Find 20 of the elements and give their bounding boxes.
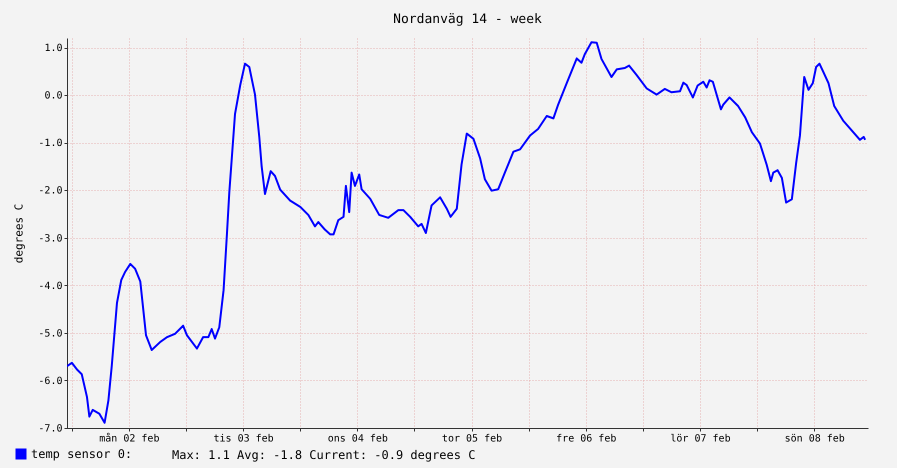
y-tick-label: -7.0 (38, 424, 62, 434)
legend-label: temp sensor 0: (31, 447, 132, 461)
x-tick-label: fre 06 feb (556, 434, 616, 444)
y-tick-label: -1.0 (38, 138, 62, 150)
x-tick-label: tor 05 feb (442, 434, 502, 444)
y-tick-label: -4.0 (38, 280, 62, 292)
y-tick-label: -6.0 (38, 376, 62, 387)
y-tick-label: -3.0 (38, 233, 62, 244)
y-tick-label: -5.0 (38, 328, 62, 340)
x-tick-label: sön 08 feb (784, 434, 845, 444)
text: Max: 1.1 Avg: -1.8 Current: -0.9 degrees C (172, 448, 476, 462)
x-tick-label: lör 07 feb (670, 434, 731, 444)
y-tick-label: -2.0 (38, 186, 62, 197)
chart-title: Nordanväg 14 - week (393, 12, 542, 27)
y-tick-label: 1.0 (44, 43, 62, 54)
x-tick-label: ons 04 feb (328, 434, 388, 444)
y-axis-title: degrees C (12, 204, 26, 264)
x-tick-label: mån 02 feb (99, 432, 160, 444)
x-tick-label: tis 03 feb (213, 434, 274, 444)
y-tick-label: 0.0 (44, 90, 62, 102)
